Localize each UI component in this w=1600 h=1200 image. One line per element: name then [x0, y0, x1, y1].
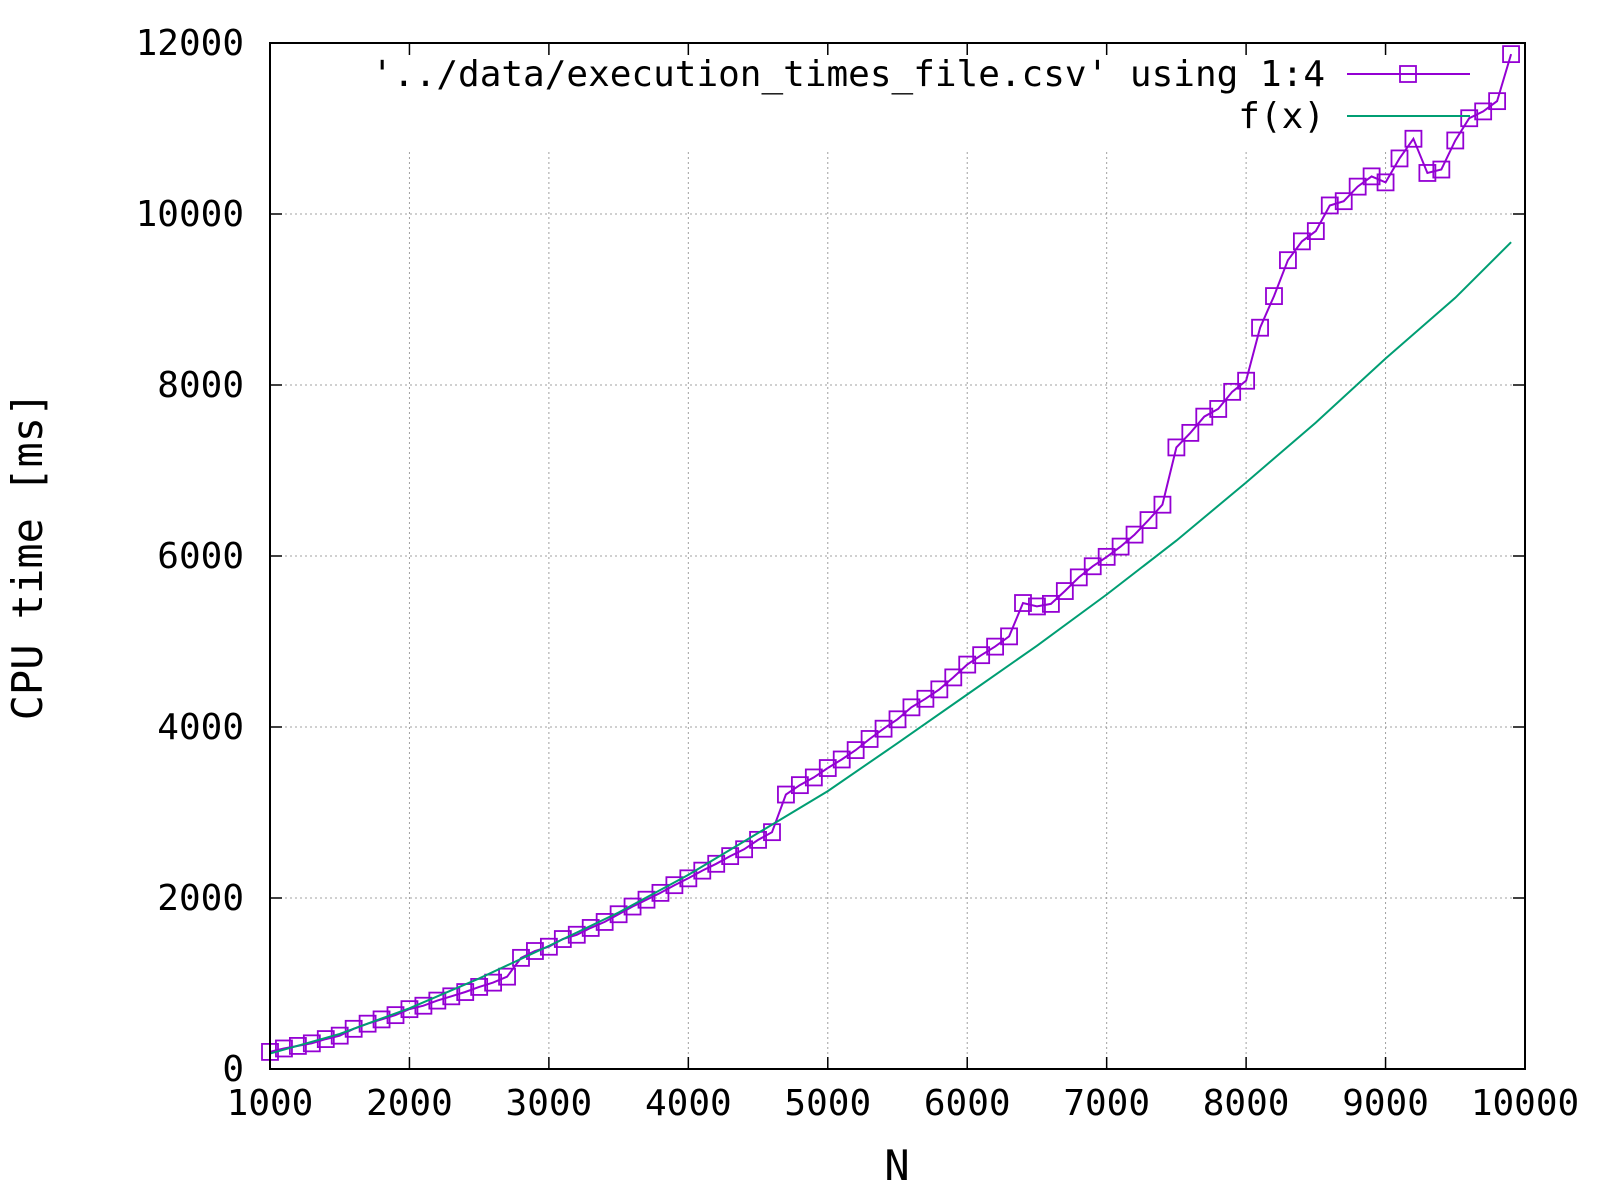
data-point [846, 741, 865, 759]
data-point [1041, 594, 1060, 613]
y-tick-label: 4000 [157, 707, 244, 748]
data-point [930, 680, 949, 699]
data-point [860, 730, 879, 748]
data-point [1474, 102, 1493, 121]
x-tick-label: 8000 [1203, 1083, 1290, 1124]
data-point [1097, 547, 1116, 566]
data-point [400, 1000, 419, 1019]
data-point [804, 768, 823, 787]
data-point [1111, 537, 1130, 556]
x-tick-label: 3000 [506, 1083, 593, 1124]
x-tick-label: 10000 [1471, 1083, 1579, 1124]
y-tick-label: 10000 [136, 194, 244, 235]
data-point [1237, 371, 1256, 390]
data-point [777, 785, 795, 804]
data-point [1292, 232, 1311, 251]
data-point [665, 876, 684, 895]
data-point [498, 967, 516, 986]
data-point [1125, 525, 1144, 544]
data-point [1488, 92, 1507, 111]
data-point [358, 1014, 377, 1033]
x-tick-label: 9000 [1342, 1083, 1429, 1124]
data-point [512, 948, 530, 967]
x-tick-label: 6000 [924, 1083, 1011, 1124]
grid-lines [270, 150, 1525, 1069]
y-tick-label: 6000 [157, 536, 244, 577]
data-point [288, 1037, 307, 1055]
data-point [637, 890, 656, 909]
data-point [1502, 45, 1520, 64]
data-point [832, 750, 851, 769]
x-tick-label: 5000 [784, 1083, 871, 1124]
data-point [1000, 627, 1018, 646]
data-point [1223, 382, 1242, 401]
data-point [1362, 167, 1381, 186]
data-point [1376, 173, 1395, 192]
tick-labels: 1000 2000 3000 4000 5000 6000 7000 8000 9000 1000… [136, 23, 1580, 1124]
x-tick-label: 2000 [366, 1083, 453, 1124]
data-point [1320, 196, 1339, 215]
y-axis-title: CPU time [ms] [3, 392, 52, 721]
data-point [567, 925, 586, 944]
data-point [874, 719, 893, 738]
data-point [986, 637, 1005, 656]
data-point [944, 668, 963, 687]
data-point [1069, 568, 1088, 587]
data-point [1334, 192, 1353, 211]
data-point [1014, 594, 1032, 612]
x-tick-label: 1000 [227, 1083, 314, 1124]
data-point [1139, 511, 1158, 529]
data-point [1306, 222, 1325, 241]
legend-label: '../data/execution_times_file.csv' using… [371, 54, 1325, 95]
data-point [553, 930, 572, 948]
x-tick-label: 7000 [1063, 1083, 1150, 1124]
y-tick-label: 0 [222, 1049, 244, 1090]
data-point [581, 919, 600, 937]
series-line [269, 53, 1513, 1053]
data-point [623, 897, 642, 916]
data-point [1418, 164, 1437, 182]
data-point [344, 1019, 363, 1038]
data-point [1265, 287, 1283, 305]
data-point [888, 710, 907, 729]
data-point [916, 689, 935, 708]
data-point [275, 1039, 293, 1058]
series-1 [269, 241, 1512, 1055]
data-point [1432, 160, 1451, 179]
data-point [1348, 177, 1367, 196]
y-tick-label: 12000 [136, 23, 244, 64]
data-point [721, 847, 740, 866]
data-point [1153, 495, 1172, 514]
series-line [269, 241, 1512, 1055]
x-tick-label: 4000 [645, 1083, 732, 1124]
legend: '../data/execution_times_file.csv' using… [371, 54, 1470, 137]
data-point [484, 973, 503, 992]
y-tick-label: 8000 [157, 365, 244, 406]
data-point [1181, 423, 1200, 442]
data-point [1446, 131, 1465, 150]
data-point [1209, 400, 1228, 418]
data-point [958, 655, 977, 674]
legend-marker [1399, 65, 1417, 83]
data-point [372, 1010, 391, 1029]
data-point [1279, 251, 1297, 270]
data-point [386, 1006, 405, 1025]
data-point [526, 942, 544, 960]
data-point [1083, 557, 1102, 576]
data-point [442, 987, 461, 1006]
y-tick-label: 2000 [157, 878, 244, 919]
data-point [1167, 438, 1186, 457]
data-point [1460, 109, 1479, 128]
series-0 [261, 45, 1520, 1061]
data-point [1390, 149, 1409, 168]
plot-frame [269, 42, 1526, 1070]
data-point [1404, 129, 1423, 148]
data-series [261, 45, 1520, 1061]
data-point [1028, 597, 1046, 616]
legend-label: f(x) [1238, 96, 1325, 137]
data-point [1251, 318, 1269, 337]
data-point [1055, 582, 1074, 600]
x-axis-title: N [884, 1141, 909, 1190]
